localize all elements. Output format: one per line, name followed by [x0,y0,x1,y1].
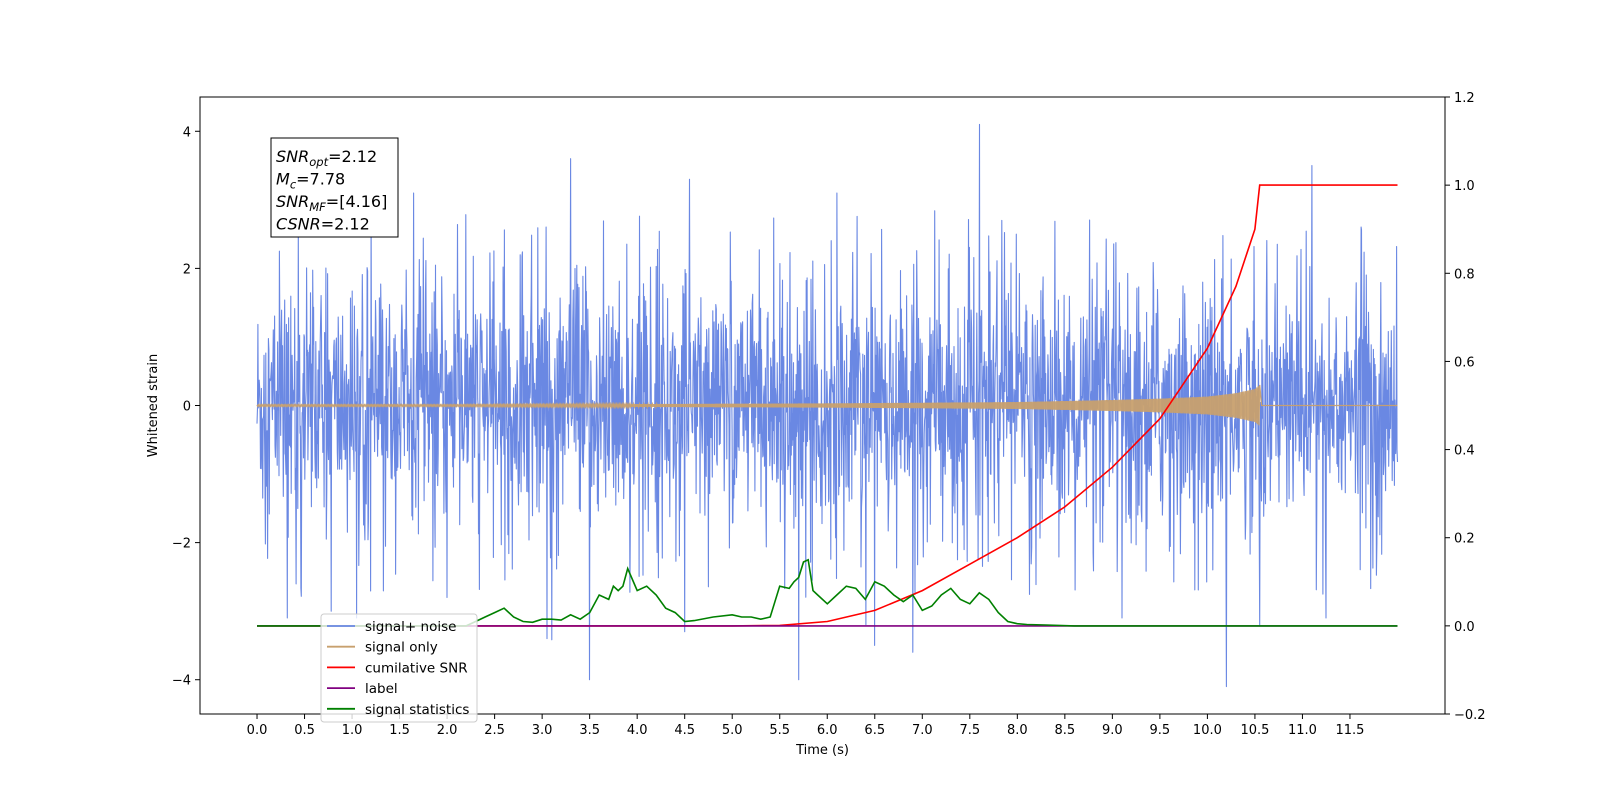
x-tick-label: 10.0 [1193,723,1222,738]
x-tick-label: 3.5 [579,723,600,738]
legend-entry: signal only [365,640,438,656]
legend-entry: cumilative SNR [365,660,468,676]
y2-tick-label: 0.6 [1454,355,1475,370]
legend-entry: signal+ noise [365,619,456,635]
series-signal-only [256,384,1398,426]
x-tick-label: 2.5 [484,723,505,738]
x-tick-label: 6.5 [864,723,885,738]
x-tick-label: 11.5 [1335,723,1364,738]
x-tick-label: 8.5 [1055,723,1076,738]
y2-tick-label: 0.4 [1454,444,1475,459]
x-tick-label: 1.5 [389,723,410,738]
series-signal-statistics [257,558,1398,627]
x-tick-label: 0.5 [294,723,315,738]
y-tick-label: 2 [183,262,191,277]
y-tick-label: −4 [172,674,191,689]
legend-frame [320,613,478,723]
x-tick-label: 9.0 [1102,723,1123,738]
x-tick-label: 11.0 [1288,723,1317,738]
x-tick-label: 4.5 [674,723,695,738]
x-tick-label: 2.0 [437,723,458,738]
x-tick-label: 4.0 [627,723,648,738]
annotation-frame [270,137,399,238]
annotation-line: Mc=7.78 [276,170,345,192]
x-tick-label: 7.0 [912,723,933,738]
y-tick-label: −2 [172,537,191,552]
legend-entry: label [365,681,398,697]
x-tick-label: 8.0 [1007,723,1028,738]
x-tick-label: 10.5 [1240,723,1269,738]
y-axis-label: Whitened strain [146,354,161,457]
x-tick-label: 3.0 [532,723,553,738]
y2-tick-label: −0.2 [1454,708,1486,723]
annotation-line: SNRMF=[4.16] [276,192,387,214]
y-tick-label: 0 [183,400,191,415]
x-tick-label: 1.0 [342,723,363,738]
x-axis-label: Time (s) [795,743,849,758]
x-tick-label: 6.0 [817,723,838,738]
y2-tick-label: 0.0 [1454,620,1475,635]
y2-tick-label: 0.2 [1454,532,1475,547]
y-axis-right: −0.2 0.0 0.2 0.4 0.6 0.8 1.0 1.2 [1445,91,1486,723]
annotation-line: SNRopt=2.12 [276,147,377,169]
annotation-line: CSNR=2.12 [276,215,370,234]
x-tick-label: 9.5 [1150,723,1171,738]
x-axis: 0.0 0.5 1.0 1.5 2.0 2.5 3.0 3.5 4.0 4.5 5.0 5.5 6.0 6… [247,714,1364,738]
legend-entry: signal statistics [365,702,469,718]
y-tick-label: 4 [183,125,191,140]
y2-tick-label: 0.8 [1454,267,1475,282]
x-tick-label: 5.0 [722,723,743,738]
y2-tick-label: 1.0 [1454,179,1475,194]
legend: signal+ noise signal only cumilative SNR la… [320,613,478,723]
x-tick-label: 5.5 [769,723,790,738]
y2-tick-label: 1.2 [1454,91,1475,106]
x-tick-label: 0.0 [247,723,268,738]
x-tick-label: 7.5 [959,723,980,738]
series-signal-noise [256,123,1399,688]
y-axis-left: −4 −2 0 2 4 [172,125,200,689]
series-cumulative-snr [257,184,1398,627]
